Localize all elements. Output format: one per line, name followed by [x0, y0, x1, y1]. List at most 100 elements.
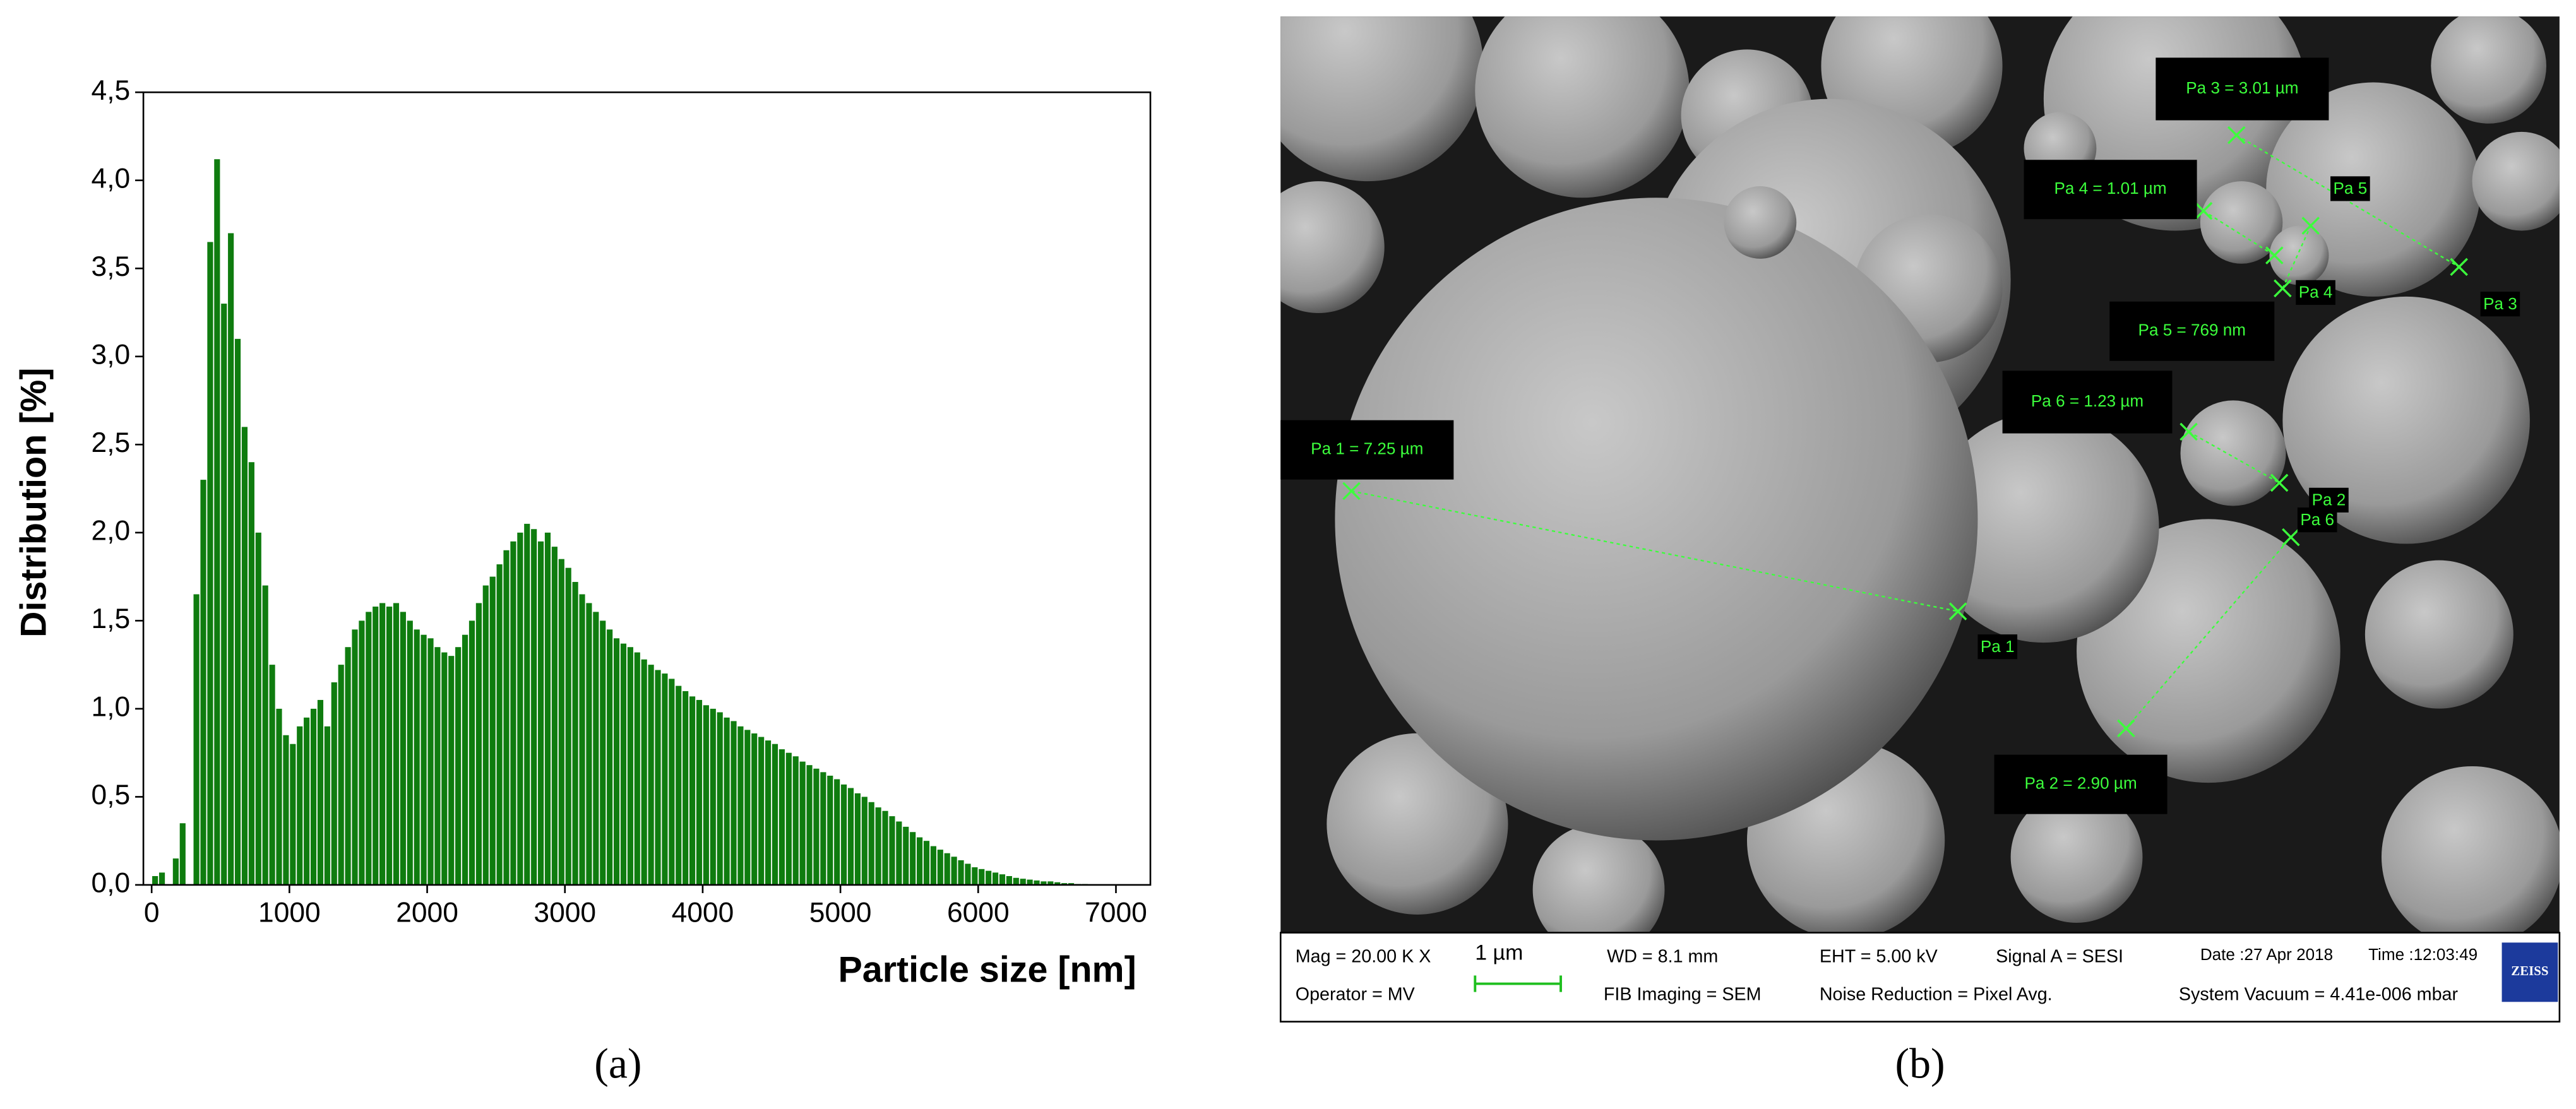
bar	[427, 638, 434, 885]
bar	[468, 620, 475, 885]
bar	[304, 717, 310, 885]
bar	[524, 523, 530, 885]
bar	[669, 679, 675, 885]
info-text: Date :27 Apr 2018	[2200, 945, 2333, 964]
panel-label: (b)	[1895, 1040, 1945, 1087]
y-tick-label: 1,5	[92, 603, 131, 634]
measurement-endpoints	[1342, 126, 2468, 738]
measurement-tag: Pa 2	[2312, 490, 2346, 509]
bar	[820, 772, 826, 885]
endpoint-mark	[2450, 258, 2468, 276]
bar	[778, 749, 785, 885]
bar	[683, 691, 689, 885]
bar	[910, 832, 916, 885]
bar	[373, 607, 379, 885]
y-tick-label: 4,0	[92, 163, 131, 194]
info-bar	[1279, 932, 2561, 1023]
bar	[475, 603, 482, 885]
y-tick-label: 2,5	[92, 427, 131, 458]
bar	[896, 821, 902, 885]
bar	[489, 576, 496, 885]
bar	[379, 603, 386, 885]
sem-image: Pa 1 = 7.25 µm Pa 2 = 2.90 µm Pa 3 = 3.01 …	[1279, 16, 2561, 1023]
y-tick-label: 0,5	[92, 780, 131, 810]
zeiss-logo	[2501, 942, 2558, 1002]
logo-text: ZEISS	[2511, 963, 2548, 978]
bar	[228, 233, 234, 885]
bar	[620, 643, 627, 885]
measurement-label: Pa 5 = 769 nm	[2138, 321, 2246, 340]
endpoint-mark	[2270, 473, 2289, 492]
bar	[730, 721, 737, 885]
bar	[448, 656, 455, 885]
bar	[979, 869, 985, 885]
bar	[1047, 881, 1054, 885]
bar	[407, 620, 413, 885]
tag-box	[2480, 292, 2520, 317]
bar	[806, 765, 813, 885]
bar	[283, 735, 289, 885]
measurement-label: Pa 4 = 1.01 µm	[2054, 179, 2166, 198]
bar	[847, 788, 854, 885]
bar	[1034, 880, 1040, 885]
bar	[785, 752, 792, 885]
x-axis-label: Particle size [nm]	[838, 949, 1136, 990]
plot-frame	[142, 91, 1152, 886]
bar	[297, 726, 303, 885]
bar	[510, 541, 516, 885]
bar	[772, 744, 778, 885]
measurement-tag: Pa 6	[2300, 510, 2334, 529]
measurement-label: Pa 3 = 3.01 µm	[2186, 78, 2298, 97]
bar	[827, 775, 833, 885]
measurement-lines	[1351, 134, 2460, 729]
y-tick-label: 1,0	[92, 692, 131, 723]
x-tick-label: 5000	[809, 898, 872, 928]
bar	[352, 629, 358, 885]
bar	[703, 705, 709, 885]
bar	[324, 726, 330, 885]
bar	[214, 159, 220, 885]
bar	[310, 708, 317, 885]
bar	[937, 850, 943, 885]
bar	[434, 647, 441, 885]
bar	[455, 647, 462, 885]
info-text: Mag = 20.00 K X	[1296, 946, 1431, 966]
scale-bar-label: 1 µm	[1475, 941, 1523, 965]
y-tick-label: 4,5	[92, 75, 131, 106]
bar	[579, 594, 585, 885]
bar	[999, 874, 1006, 885]
bar	[1013, 877, 1019, 885]
bar	[517, 532, 523, 885]
bar	[593, 612, 599, 885]
bar	[889, 816, 895, 885]
bar	[207, 242, 213, 885]
measurement-tag: Pa 3	[2483, 294, 2517, 313]
histogram-panel: 0,0 0,5 1,0 1,5 2,0 2,5 3,0 3,5 4,0 4,5 0 1000 2000 3…	[92, 75, 1152, 928]
info-text: EHT = 5.00 kV	[1820, 946, 1938, 966]
bar	[958, 860, 964, 885]
measurement-labels: Pa 1 = 7.25 µm Pa 2 = 2.90 µm Pa 3 = 3.01 …	[1280, 57, 2520, 814]
bar	[710, 708, 716, 885]
bar	[241, 427, 248, 885]
scale-bar	[1474, 975, 1562, 992]
bar	[951, 857, 957, 885]
bar	[255, 532, 261, 885]
x-tick-label: 1000	[258, 898, 321, 928]
bar	[813, 768, 820, 885]
tag-box	[2297, 507, 2337, 533]
bar	[655, 670, 661, 885]
bar	[1027, 879, 1033, 885]
x-tick-label: 4000	[672, 898, 734, 928]
bar	[799, 761, 806, 885]
tag-box	[2296, 280, 2335, 305]
bar	[586, 603, 592, 885]
bar	[744, 730, 751, 885]
bar	[290, 744, 296, 885]
bar	[965, 863, 971, 885]
bar	[986, 870, 992, 885]
bar	[152, 875, 158, 885]
bar	[930, 846, 936, 885]
bar	[765, 740, 772, 885]
